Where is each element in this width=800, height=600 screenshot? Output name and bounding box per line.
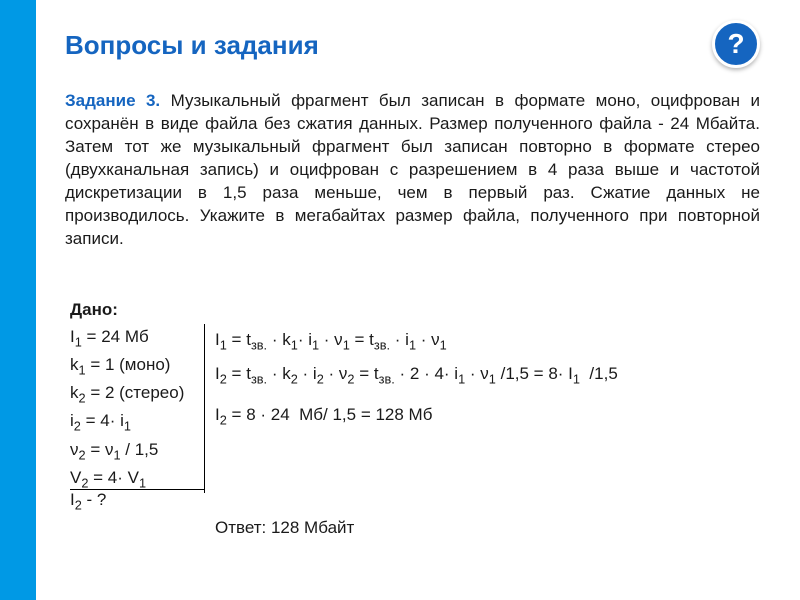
calc-column: I1 = tзв. · k1· i1 · ν1 = tзв. · i1 · ν1… <box>205 324 618 433</box>
given-l1: I1 = 24 Мб <box>70 324 198 352</box>
dano-label: Дано: <box>70 300 760 320</box>
calc-line-3: I2 = 8 · 24 Мб/ 1,5 = 128 Мб <box>215 399 618 433</box>
given-k1: k1 = 1 (моно) <box>70 352 198 380</box>
given-column: I1 = 24 Мб k1 = 1 (моно) k2 = 2 (стерео)… <box>70 324 205 493</box>
given-v2: V2 = 4· V1 <box>70 465 198 493</box>
given-nu2: ν2 = ν1 / 1,5 <box>70 437 198 465</box>
page-title: Вопросы и задания <box>65 30 319 61</box>
calc-line-1: I1 = tзв. · k1· i1 · ν1 = tзв. · i1 · ν1 <box>215 324 618 358</box>
given-i2: i2 = 4· i1 <box>70 408 198 436</box>
given-k2: k2 = 2 (стерео) <box>70 380 198 408</box>
help-icon-label: ? <box>727 28 744 60</box>
help-icon: ? <box>712 20 760 68</box>
answer: Ответ: 128 Мбайт <box>70 518 760 538</box>
task-label: Задание 3. <box>65 91 160 110</box>
task-body: Музыкальный фрагмент был записан в форма… <box>65 91 760 248</box>
task-text: Задание 3. Музыкальный фрагмент был запи… <box>65 90 760 251</box>
calc-line-2: I2 = tзв. · k2 · i2 · ν2 = tзв. · 2 · 4·… <box>215 358 618 392</box>
solution-block: Дано: I1 = 24 Мб k1 = 1 (моно) k2 = 2 (с… <box>70 300 760 538</box>
left-stripe <box>0 0 36 600</box>
